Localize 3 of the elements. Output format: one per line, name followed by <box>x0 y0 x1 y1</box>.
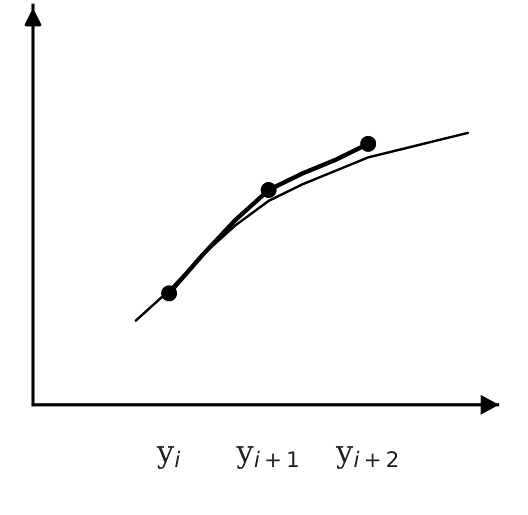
x-tick-label: y$_{i+1}$ <box>236 446 298 469</box>
x-tick-label: y$_{i}$ <box>156 446 180 469</box>
x-tick-label: y$_{i+2}$ <box>336 446 398 469</box>
